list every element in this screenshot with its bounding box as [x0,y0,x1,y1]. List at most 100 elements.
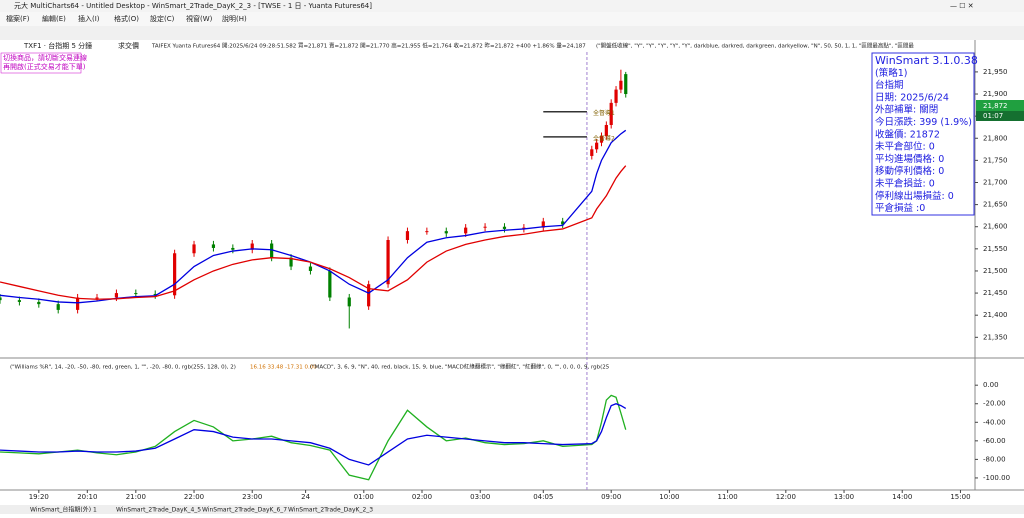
tab[interactable]: WinSmart_2Trade_DayK_4_5 [116,507,201,514]
menu-bar [0,12,1024,26]
line-series [0,394,627,481]
candle-body [624,74,628,95]
candle-body [328,270,332,298]
level-label: 全督導2 [593,134,615,142]
indicator-header: ("MACD", 3, 6, 9, "N", 40, red, black, 1… [310,363,610,371]
y-tick-label: 21,400 [983,311,1008,319]
info-line: 平均進場價格: 0 [875,153,944,165]
candle-body [599,136,604,143]
info-line: 停利線出場損益: 0 [875,190,954,202]
x-tick-label: 11:00 [718,493,738,501]
info-line: 日期: 2025/6/24 [875,92,949,103]
y-tick-label: 21,750 [983,156,1008,164]
x-tick-label: 22:00 [184,493,204,501]
candle-body [173,253,177,296]
candle-body [614,89,618,103]
candle-body [250,243,254,250]
candle-body [386,239,390,285]
price-marker: 21,872 [983,102,1008,110]
x-tick-label: 09:00 [601,493,621,501]
tab[interactable]: WinSmart_2Trade_DayK_2_3 [288,507,373,514]
candle-body [425,231,429,233]
y-tick-label: 21,500 [983,267,1008,275]
y-tick-label: -20.00 [983,400,1006,408]
menu-item[interactable]: 檔案(F) [6,14,30,23]
y-tick-label: 21,350 [983,333,1008,341]
x-tick-label: 15:00 [950,493,970,501]
y-tick-label: 21,550 [983,245,1008,253]
y-tick-label: 21,700 [983,178,1008,186]
candle-body [270,243,274,258]
candle-body [95,297,99,299]
x-tick-label: 01:00 [354,493,374,501]
quote-line: TAIFEX Yuanta Futures64 開:2025/6/24 09:2… [151,42,586,50]
x-tick-label: 02:00 [412,493,432,501]
y-tick-label: 21,900 [983,90,1008,98]
menu-item[interactable]: 編輯(E) [42,14,66,23]
notice-box [0,52,82,74]
tab[interactable]: WinSmart_台指期(外) 1 [30,506,97,514]
y-tick-label: 21,950 [983,68,1008,76]
info-line: 未平倉部位: 0 [875,141,935,153]
y-tick-label: 21,600 [983,223,1008,231]
window-controls[interactable]: — ☐ ✕ [950,2,974,10]
candle-body [211,244,216,248]
info-line: 移動停利價格: 0 [875,165,944,177]
candle-body [609,102,613,125]
candle-body [114,293,119,298]
candle-body [192,244,196,254]
candle-body [595,142,599,150]
candle-body [502,226,507,229]
candle-body [604,124,608,137]
menu-item[interactable]: 說明(H) [222,14,247,23]
y-tick-label: -40.00 [983,418,1006,426]
indicator-header: 16.16 33.48 -17.31 0.00 [250,365,317,371]
quote-mode: 求交價 [118,41,139,50]
candle-body [561,221,565,225]
candle-body [0,297,2,301]
window-title: 元大 MultiCharts64 - Untitled Desktop - Wi… [14,1,372,10]
x-tick-label: 03:00 [470,493,490,501]
menu-item[interactable]: 視窗(W) [186,14,213,23]
menu-item[interactable]: 插入(I) [78,14,100,23]
x-tick-label: 14:00 [892,493,912,501]
time-marker: 01:07 [983,112,1003,120]
x-tick-label: 04:05 [533,493,553,501]
info-box [871,52,975,216]
candle-body [405,231,410,240]
strategy-params: ("開盤低收線", "Y", "Y", "Y", "Y", "Y", darkb… [596,42,914,50]
y-tick-label: -60.00 [983,437,1006,445]
menu-item[interactable]: 格式(O) [114,14,139,23]
price-marker-box [976,100,1024,111]
x-tick-label: 20:10 [77,493,97,501]
candle-body [56,304,60,310]
info-line: WinSmart 3.1.0.38 [875,54,978,67]
menu-item[interactable]: 設定(C) [150,14,175,23]
tab[interactable]: WinSmart_2Trade_DayK_6_7 [202,507,287,514]
info-line: 收盤價: 21872 [875,128,940,140]
candle-body [464,227,468,234]
info-line: 平倉損益 :0 [875,202,925,214]
x-tick-label: 23:00 [242,493,262,501]
status-bar [0,40,1024,52]
toolbar [0,26,1024,40]
candle-body [444,231,448,234]
y-tick-label: -80.00 [983,455,1006,463]
info-line: (策略1) [875,67,907,79]
candle-body [134,293,138,295]
candle-body [541,221,545,228]
symbol: TXF1 · 台指期 5 分鐘 [23,41,92,50]
info-line: 未平倉損益: 0 [875,178,935,190]
candle-body [522,227,526,229]
x-tick-label: 21:00 [126,493,146,501]
x-tick-label: 24 [301,493,310,501]
candle-body [483,226,487,228]
candle-body [231,247,235,250]
info-line: 今日漲跌: 399 (1.9%) [875,116,972,128]
candle-body [308,266,313,271]
line-series [0,165,627,300]
x-tick-label: 12:00 [776,493,796,501]
y-tick-label: 21,800 [983,134,1008,142]
y-tick-label: 0.00 [983,381,999,389]
